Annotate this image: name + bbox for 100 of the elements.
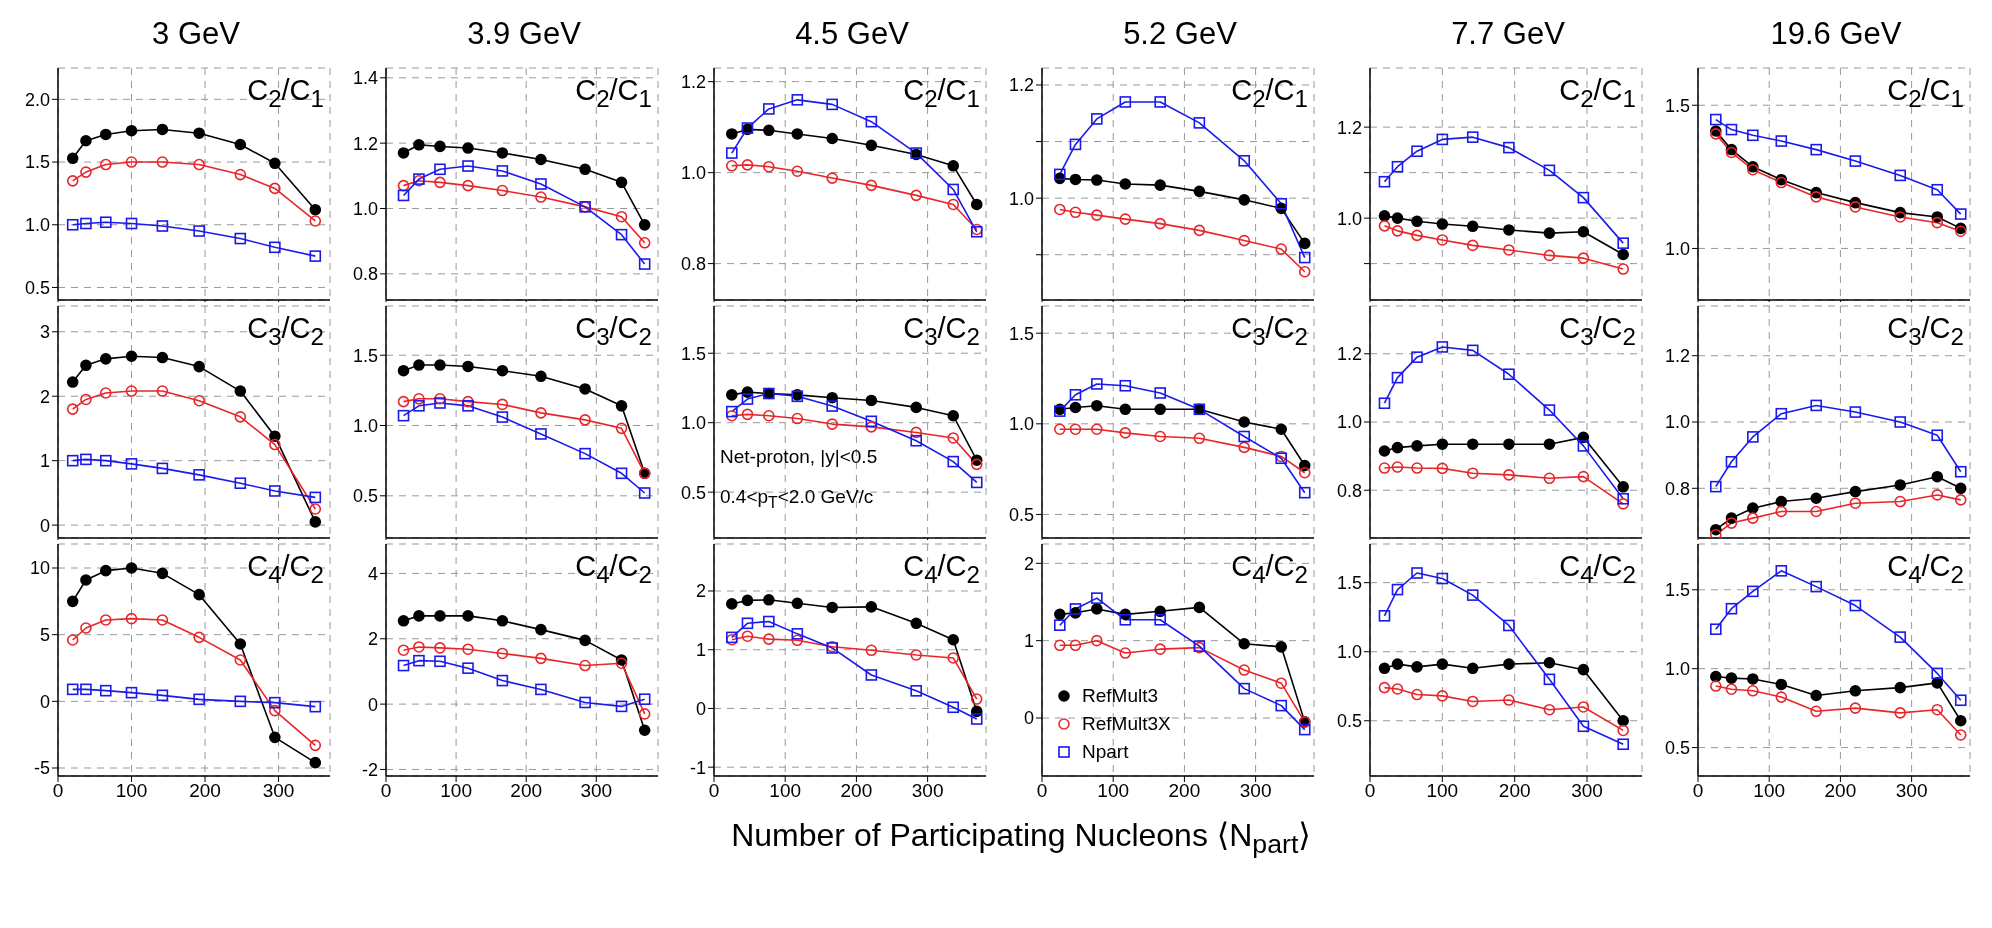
- point: [579, 383, 591, 395]
- point: [947, 409, 960, 422]
- point: [1543, 673, 1556, 686]
- point: [462, 662, 474, 674]
- y-tick-label: 1.5: [680, 343, 706, 364]
- point: [741, 408, 754, 421]
- point: [1238, 430, 1251, 443]
- point: [1069, 639, 1082, 652]
- point: [496, 647, 509, 660]
- point: [269, 182, 281, 195]
- point: [615, 400, 628, 412]
- point: [741, 630, 754, 643]
- point: [1577, 720, 1590, 733]
- point: [1054, 619, 1066, 631]
- point: [1725, 123, 1738, 136]
- point: [496, 364, 509, 377]
- point: [726, 598, 738, 610]
- point: [535, 153, 547, 166]
- point: [1775, 678, 1788, 691]
- point: [1617, 738, 1629, 751]
- point: [1238, 155, 1251, 167]
- point: [1894, 681, 1907, 694]
- annotation: C$_{2}$/C$_{1}$: [1559, 74, 1636, 113]
- point: [726, 128, 738, 140]
- point: [1091, 423, 1103, 436]
- point: [1503, 244, 1515, 256]
- point: [763, 160, 775, 173]
- point: [99, 564, 112, 577]
- point: [1193, 224, 1206, 237]
- chart-title: 7.7 GeV: [1450, 15, 1566, 53]
- point: [80, 574, 92, 586]
- point: [1775, 495, 1788, 508]
- point: [1931, 183, 1944, 196]
- y-tick-label: 0.5: [1336, 711, 1362, 732]
- point: [1298, 237, 1311, 250]
- point: [535, 370, 547, 383]
- point: [726, 389, 738, 401]
- y-tick-label: 1.5: [1664, 580, 1690, 601]
- point: [1725, 672, 1738, 684]
- point: [726, 409, 738, 422]
- legend-label: Npart: [1082, 741, 1129, 763]
- point: [234, 654, 247, 666]
- y-tick-label: 1.5: [352, 345, 378, 366]
- point: [1436, 462, 1449, 475]
- point: [1931, 470, 1944, 483]
- point: [1747, 512, 1759, 524]
- point: [269, 704, 281, 717]
- point: [1931, 667, 1944, 680]
- point: [66, 218, 79, 231]
- annotation: C$_{3}$/C$_{2}$: [575, 312, 652, 351]
- point: [156, 385, 169, 397]
- point: [1725, 683, 1738, 695]
- x-tick-label: 200: [1168, 780, 1201, 802]
- y-tick-label: 0: [1023, 708, 1034, 729]
- point: [1617, 714, 1629, 727]
- y-tick-label: -1: [689, 757, 706, 778]
- point: [1617, 237, 1629, 249]
- point: [615, 210, 628, 223]
- y-tick-label: 1.0: [1336, 208, 1362, 229]
- y-tick-label: 0.5: [24, 277, 50, 298]
- point: [1411, 440, 1423, 452]
- point: [397, 644, 410, 656]
- point: [763, 103, 775, 115]
- point: [99, 454, 112, 467]
- annotation: C$_{4}$/C$_{2}$: [1231, 550, 1308, 589]
- point: [193, 127, 205, 140]
- point: [1091, 174, 1103, 186]
- point: [826, 132, 838, 145]
- point: [638, 219, 651, 231]
- point: [1275, 243, 1288, 255]
- point: [1238, 416, 1251, 428]
- point: [1849, 684, 1862, 697]
- point: [269, 696, 281, 709]
- y-tick-label: 4: [367, 563, 378, 584]
- point: [1378, 445, 1391, 457]
- point: [125, 458, 138, 470]
- point: [269, 157, 281, 170]
- point: [791, 165, 804, 178]
- point: [462, 142, 474, 154]
- point: [193, 394, 205, 407]
- point: [535, 652, 547, 665]
- point: [1411, 215, 1423, 228]
- point: [1849, 406, 1862, 418]
- point: [1466, 695, 1479, 708]
- y-tick-label: 1.5: [24, 152, 50, 173]
- point: [80, 359, 92, 372]
- y-tick-label: 0.8: [1664, 478, 1690, 499]
- point: [1577, 470, 1590, 483]
- point: [865, 179, 878, 192]
- chart-title: 19.6 GeV: [1769, 15, 1903, 53]
- point: [638, 237, 651, 249]
- point: [269, 485, 281, 497]
- point: [1710, 670, 1722, 683]
- point: [865, 139, 878, 152]
- point: [1849, 485, 1862, 498]
- point: [397, 189, 410, 202]
- point: [234, 232, 247, 245]
- point: [1810, 705, 1822, 718]
- point: [1298, 251, 1311, 264]
- point: [910, 434, 923, 447]
